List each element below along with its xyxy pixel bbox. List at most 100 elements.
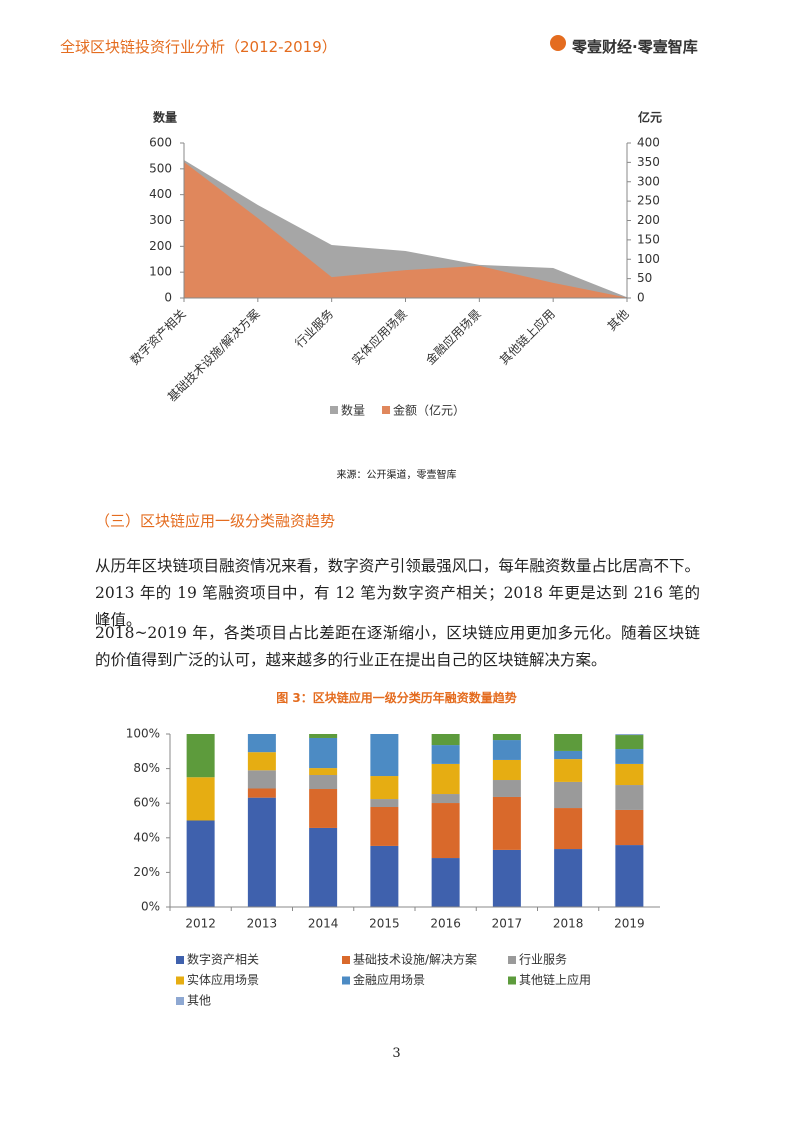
x-tick-label: 2018 bbox=[553, 917, 584, 931]
y2-tick-label: 50 bbox=[637, 271, 652, 285]
legend-label: 其他链上应用 bbox=[519, 972, 591, 987]
bar-segment bbox=[309, 789, 338, 828]
bar-segment bbox=[615, 735, 644, 750]
legend-label: 实体应用场景 bbox=[187, 972, 259, 987]
x-tick-label: 金融应用场景 bbox=[422, 306, 484, 368]
x-tick-label: 其他链上应用 bbox=[496, 306, 558, 368]
area-chart: 0 100 200 300 400 500 600 0 50 100 150 200 250 300 350… bbox=[127, 110, 662, 418]
bar-segment bbox=[431, 794, 460, 804]
y-tick-label: 400 bbox=[149, 187, 172, 201]
y-tick-label: 40% bbox=[133, 830, 160, 844]
x-tick-label: 数字资产相关 bbox=[127, 306, 189, 368]
bar-segment bbox=[370, 799, 399, 808]
legend-swatch bbox=[330, 406, 338, 414]
y2-tick-label: 150 bbox=[637, 232, 660, 246]
bar-segment bbox=[431, 734, 460, 746]
y-tick-label: 600 bbox=[149, 136, 172, 150]
header-logo: 零壹财经·零壹智库 bbox=[572, 38, 698, 56]
y2-tick-label: 200 bbox=[637, 213, 660, 227]
bar-segment bbox=[554, 750, 583, 760]
bar-segment bbox=[431, 745, 460, 764]
x-tick-label: 2013 bbox=[247, 917, 278, 931]
paragraph: 从历年区块链项目融资情况来看，数字资产引领最强风口，每年融资数量占比居高不下。2… bbox=[95, 557, 700, 629]
legend-swatch bbox=[342, 956, 350, 964]
legend-swatch bbox=[176, 997, 184, 1005]
legend-label: 金额（亿元） bbox=[393, 403, 465, 418]
legend-swatch bbox=[176, 976, 184, 985]
header-title: 全球区块链投资行业分析（2012-2019） bbox=[60, 38, 337, 56]
page-number: 3 bbox=[392, 1046, 401, 1061]
x-tick-label: 实体应用场景 bbox=[349, 306, 411, 368]
y-tick-label: 0 bbox=[164, 291, 172, 305]
bar-segment bbox=[615, 749, 644, 764]
legend-label: 金融应用场景 bbox=[353, 972, 425, 987]
y-tick-label: 100% bbox=[126, 727, 160, 741]
bar-segment bbox=[309, 737, 338, 769]
bar-segment bbox=[492, 780, 521, 797]
bar-segment bbox=[370, 734, 399, 777]
y-tick-label: 100 bbox=[149, 265, 172, 279]
y-tick-label: 300 bbox=[149, 213, 172, 227]
legend-swatch bbox=[342, 976, 350, 985]
bar-segment bbox=[370, 776, 399, 800]
y2-tick-label: 100 bbox=[637, 252, 660, 266]
y-tick-label: 0% bbox=[141, 900, 160, 914]
legend-label: 数字资产相关 bbox=[187, 952, 259, 967]
legend-label: 基础技术设施/解决方案 bbox=[353, 952, 477, 967]
legend-label: 数量 bbox=[341, 403, 365, 418]
bar-segment bbox=[554, 734, 583, 751]
bar-segment bbox=[554, 781, 583, 809]
legend-label: 其他 bbox=[187, 994, 211, 1008]
bar-segment bbox=[186, 734, 215, 778]
y2-tick-label: 0 bbox=[637, 291, 645, 305]
x-tick-label: 其他 bbox=[605, 307, 632, 334]
bar-segment bbox=[492, 849, 521, 907]
bar-segment bbox=[309, 775, 338, 790]
y-tick-label: 80% bbox=[133, 761, 160, 775]
bar-segment bbox=[309, 768, 338, 776]
bar-segment bbox=[554, 808, 583, 850]
bar-segment bbox=[615, 785, 644, 810]
bar-segment bbox=[309, 827, 338, 907]
source: 来源：公开渠道，零壹智库 bbox=[336, 470, 457, 481]
x-tick-label: 行业服务 bbox=[292, 306, 337, 351]
area bbox=[184, 161, 627, 298]
bar-segment bbox=[247, 752, 276, 771]
bar-segment bbox=[247, 788, 276, 798]
bar-segment bbox=[615, 763, 644, 786]
y-tick-label: 500 bbox=[149, 161, 172, 175]
bar-segment bbox=[186, 777, 215, 821]
x-tick-label: 2015 bbox=[369, 917, 400, 931]
legend-swatch bbox=[176, 956, 184, 964]
bar-segment bbox=[492, 796, 521, 850]
x-tick-label: 2017 bbox=[492, 917, 523, 931]
x-tick-label: 2012 bbox=[185, 917, 216, 931]
bar-segment bbox=[370, 807, 399, 846]
bar-segment bbox=[431, 858, 460, 907]
bar-segment bbox=[247, 734, 276, 753]
bar-segment bbox=[492, 759, 521, 781]
y2-axis-label: 亿元 bbox=[638, 110, 662, 125]
y2-tick-label: 350 bbox=[637, 155, 660, 169]
y-tick-label: 200 bbox=[149, 239, 172, 253]
bar-segment bbox=[370, 845, 399, 907]
legend-swatch bbox=[382, 406, 391, 414]
x-tick-label: 2016 bbox=[430, 917, 461, 931]
figure-caption: 图 3：区块链应用一级分类历年融资数量趋势 bbox=[276, 691, 517, 705]
stacked-bar-chart: 0% 20% 40% 60% 80% 100% 2012 2013 2014 2015 2016 20… bbox=[126, 727, 660, 1008]
legend-swatch bbox=[508, 956, 516, 964]
x-tick-label: 2019 bbox=[614, 917, 645, 931]
bar-segment bbox=[186, 820, 215, 907]
y2-tick-label: 300 bbox=[637, 174, 660, 188]
bar-segment bbox=[431, 763, 460, 795]
bar-segment bbox=[247, 797, 276, 907]
bar-segment bbox=[247, 770, 276, 789]
bar-segment bbox=[309, 734, 338, 738]
bar-segment bbox=[492, 740, 521, 760]
bar-segment bbox=[492, 734, 521, 741]
bar-segment bbox=[554, 759, 583, 782]
y-axis-label: 数量 bbox=[153, 110, 177, 125]
x-tick-label: 2014 bbox=[308, 917, 339, 931]
y2-tick-label: 400 bbox=[637, 136, 660, 150]
